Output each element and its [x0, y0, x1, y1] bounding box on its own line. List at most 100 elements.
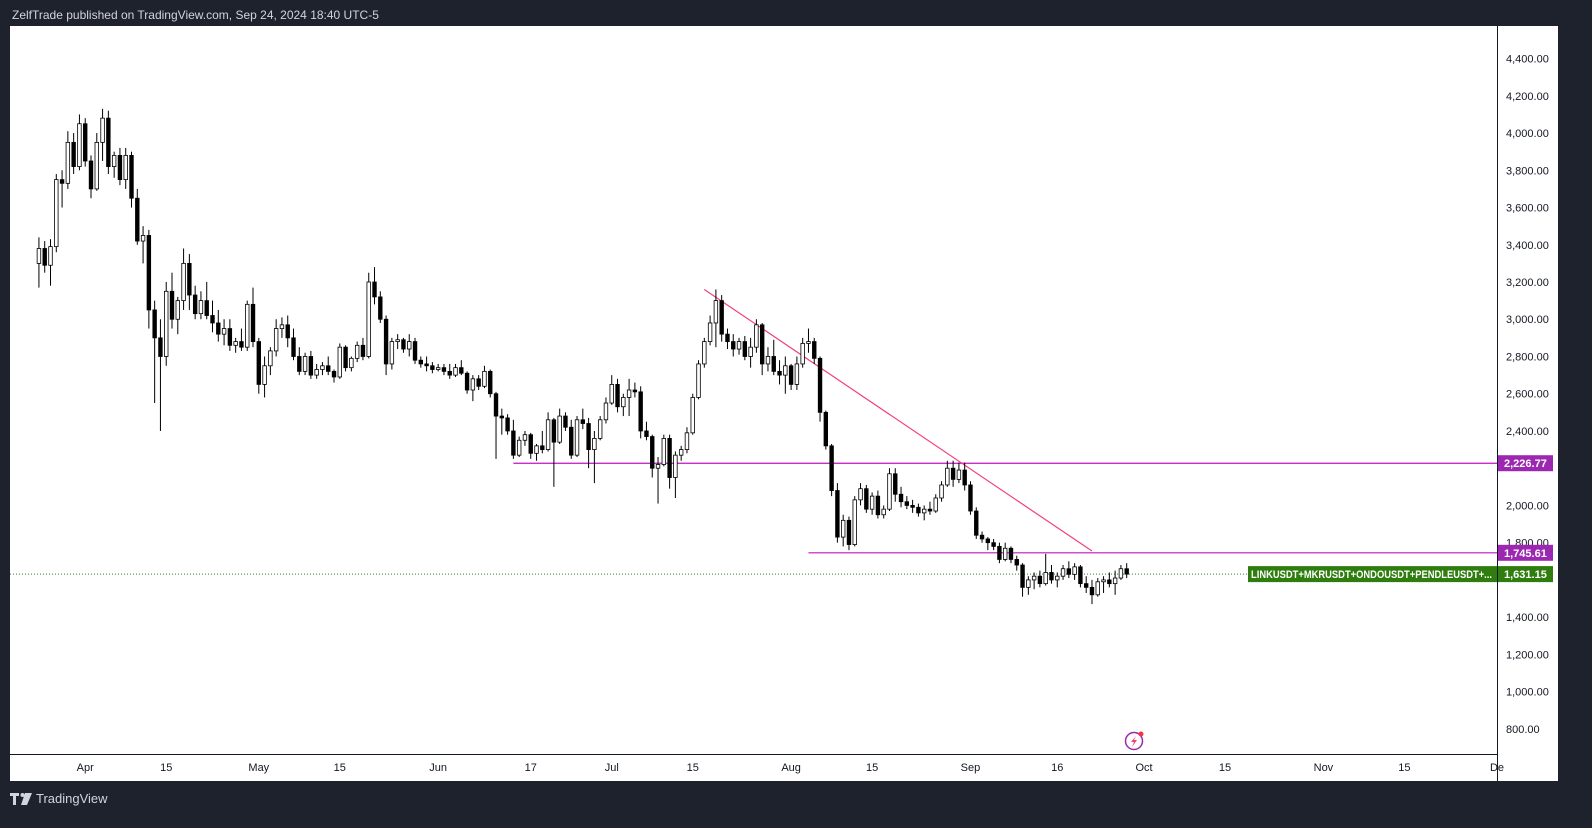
bearish-candle	[950, 467, 956, 480]
notification-dot-icon	[1138, 731, 1144, 737]
tradingview-brand[interactable]: TradingView	[10, 790, 108, 808]
x-tick-label: Nov	[1314, 762, 1334, 774]
bearish-candle	[777, 370, 782, 376]
bearish-candle	[360, 344, 366, 357]
bullish-candle	[713, 300, 719, 324]
bearish-candle	[829, 445, 834, 491]
x-tick-label: Oct	[1135, 762, 1152, 774]
bearish-candle	[227, 328, 233, 346]
bullish-candle	[626, 389, 632, 398]
bearish-candle	[1107, 579, 1112, 585]
bullish-candle	[77, 123, 82, 167]
bullish-candle	[1060, 568, 1066, 577]
bearish-candle	[968, 484, 973, 512]
x-tick-label: 15	[1398, 762, 1410, 774]
bearish-candle	[326, 365, 331, 372]
descending-trendline[interactable]	[703, 288, 1093, 552]
bearish-candle	[1049, 572, 1054, 581]
bullish-candle	[1112, 577, 1118, 585]
bearish-candle	[106, 117, 111, 167]
bullish-candle	[516, 439, 522, 456]
bullish-candle	[702, 341, 707, 365]
bearish-candle	[788, 365, 794, 385]
bearish-candle	[974, 510, 979, 536]
x-tick-label: 15	[866, 762, 878, 774]
bearish-candle	[864, 488, 869, 510]
bullish-candle	[592, 438, 597, 450]
bearish-candle	[187, 262, 192, 296]
bullish-candle	[852, 499, 857, 545]
y-tick-label: 2,000.00	[1506, 500, 1549, 512]
bearish-candle	[1066, 568, 1072, 575]
bearish-candle	[1037, 575, 1043, 585]
bearish-candle	[731, 341, 736, 350]
bearish-candle	[464, 372, 470, 391]
bullish-candle	[395, 339, 400, 342]
bearish-candle	[192, 294, 198, 315]
plot-background[interactable]	[10, 26, 1497, 754]
x-tick-label: 15	[687, 762, 699, 774]
bearish-candle	[997, 545, 1002, 560]
bullish-candle	[279, 324, 285, 329]
x-tick-label: 17	[525, 762, 537, 774]
candlestick-chart[interactable]: 4,400.00 4,200.00 4,000.00 3,800.00 3,600.00…	[10, 26, 1558, 781]
bearish-candle	[719, 300, 724, 335]
brand-name: TradingView	[36, 791, 108, 806]
bullish-candle	[453, 367, 458, 376]
x-tick-label: 15	[160, 762, 172, 774]
bullish-candle	[678, 449, 684, 456]
bullish-candle	[1095, 581, 1100, 596]
bearish-candle	[759, 324, 765, 365]
bearish-candle	[962, 469, 967, 486]
x-tick-label: De	[1490, 762, 1504, 774]
bearish-candle	[1008, 547, 1014, 560]
bullish-candle	[262, 365, 267, 385]
bearish-candle	[158, 337, 163, 357]
lightning-icon	[1131, 736, 1137, 747]
x-tick-label: May	[248, 762, 269, 774]
bearish-candle	[1014, 559, 1019, 566]
bearish-candle	[893, 473, 898, 495]
bullish-candle	[887, 473, 892, 510]
bullish-candle	[1026, 579, 1031, 588]
bullish-candle	[933, 497, 938, 512]
bullish-candle	[366, 281, 371, 357]
bearish-candle	[875, 495, 881, 516]
bullish-candle	[956, 469, 962, 480]
bearish-candle	[210, 315, 215, 324]
bullish-candle	[673, 454, 678, 478]
bearish-candle	[563, 415, 568, 428]
x-tick-label: Aug	[781, 762, 801, 774]
bullish-candle	[36, 248, 42, 264]
bearish-candle	[1089, 586, 1095, 596]
bullish-candle	[175, 300, 180, 320]
bullish-candle	[354, 344, 360, 359]
publisher-header: ZelfTrade published on TradingView.com, …	[12, 8, 379, 22]
y-tick-label: 3,400.00	[1506, 240, 1549, 252]
bullish-candle	[661, 438, 667, 465]
bearish-candle	[1078, 566, 1083, 585]
bullish-candle	[245, 303, 250, 348]
bearish-candle	[378, 296, 383, 320]
bullish-candle	[123, 155, 128, 181]
bearish-candle	[817, 357, 823, 413]
bearish-candle	[343, 346, 348, 369]
bullish-candle	[1055, 575, 1060, 581]
bearish-candle	[638, 391, 643, 432]
bullish-candle	[945, 467, 950, 486]
bullish-candle	[48, 246, 53, 266]
bullish-candle	[435, 367, 441, 370]
bullish-candle	[314, 369, 319, 376]
chart-area[interactable]: 4,400.00 4,200.00 4,000.00 3,800.00 3,600.00…	[10, 26, 1558, 781]
bullish-candle	[534, 445, 539, 454]
bullish-candle	[1031, 575, 1037, 581]
x-tick-label: 15	[1219, 762, 1231, 774]
bullish-candle	[754, 324, 759, 348]
bearish-candle	[88, 160, 94, 190]
bearish-candle	[412, 341, 418, 361]
bearish-candle	[169, 290, 175, 320]
bearish-candle	[586, 423, 591, 450]
bearish-candle	[129, 155, 134, 199]
bearish-candle	[910, 505, 915, 508]
bearish-candle	[985, 538, 991, 544]
